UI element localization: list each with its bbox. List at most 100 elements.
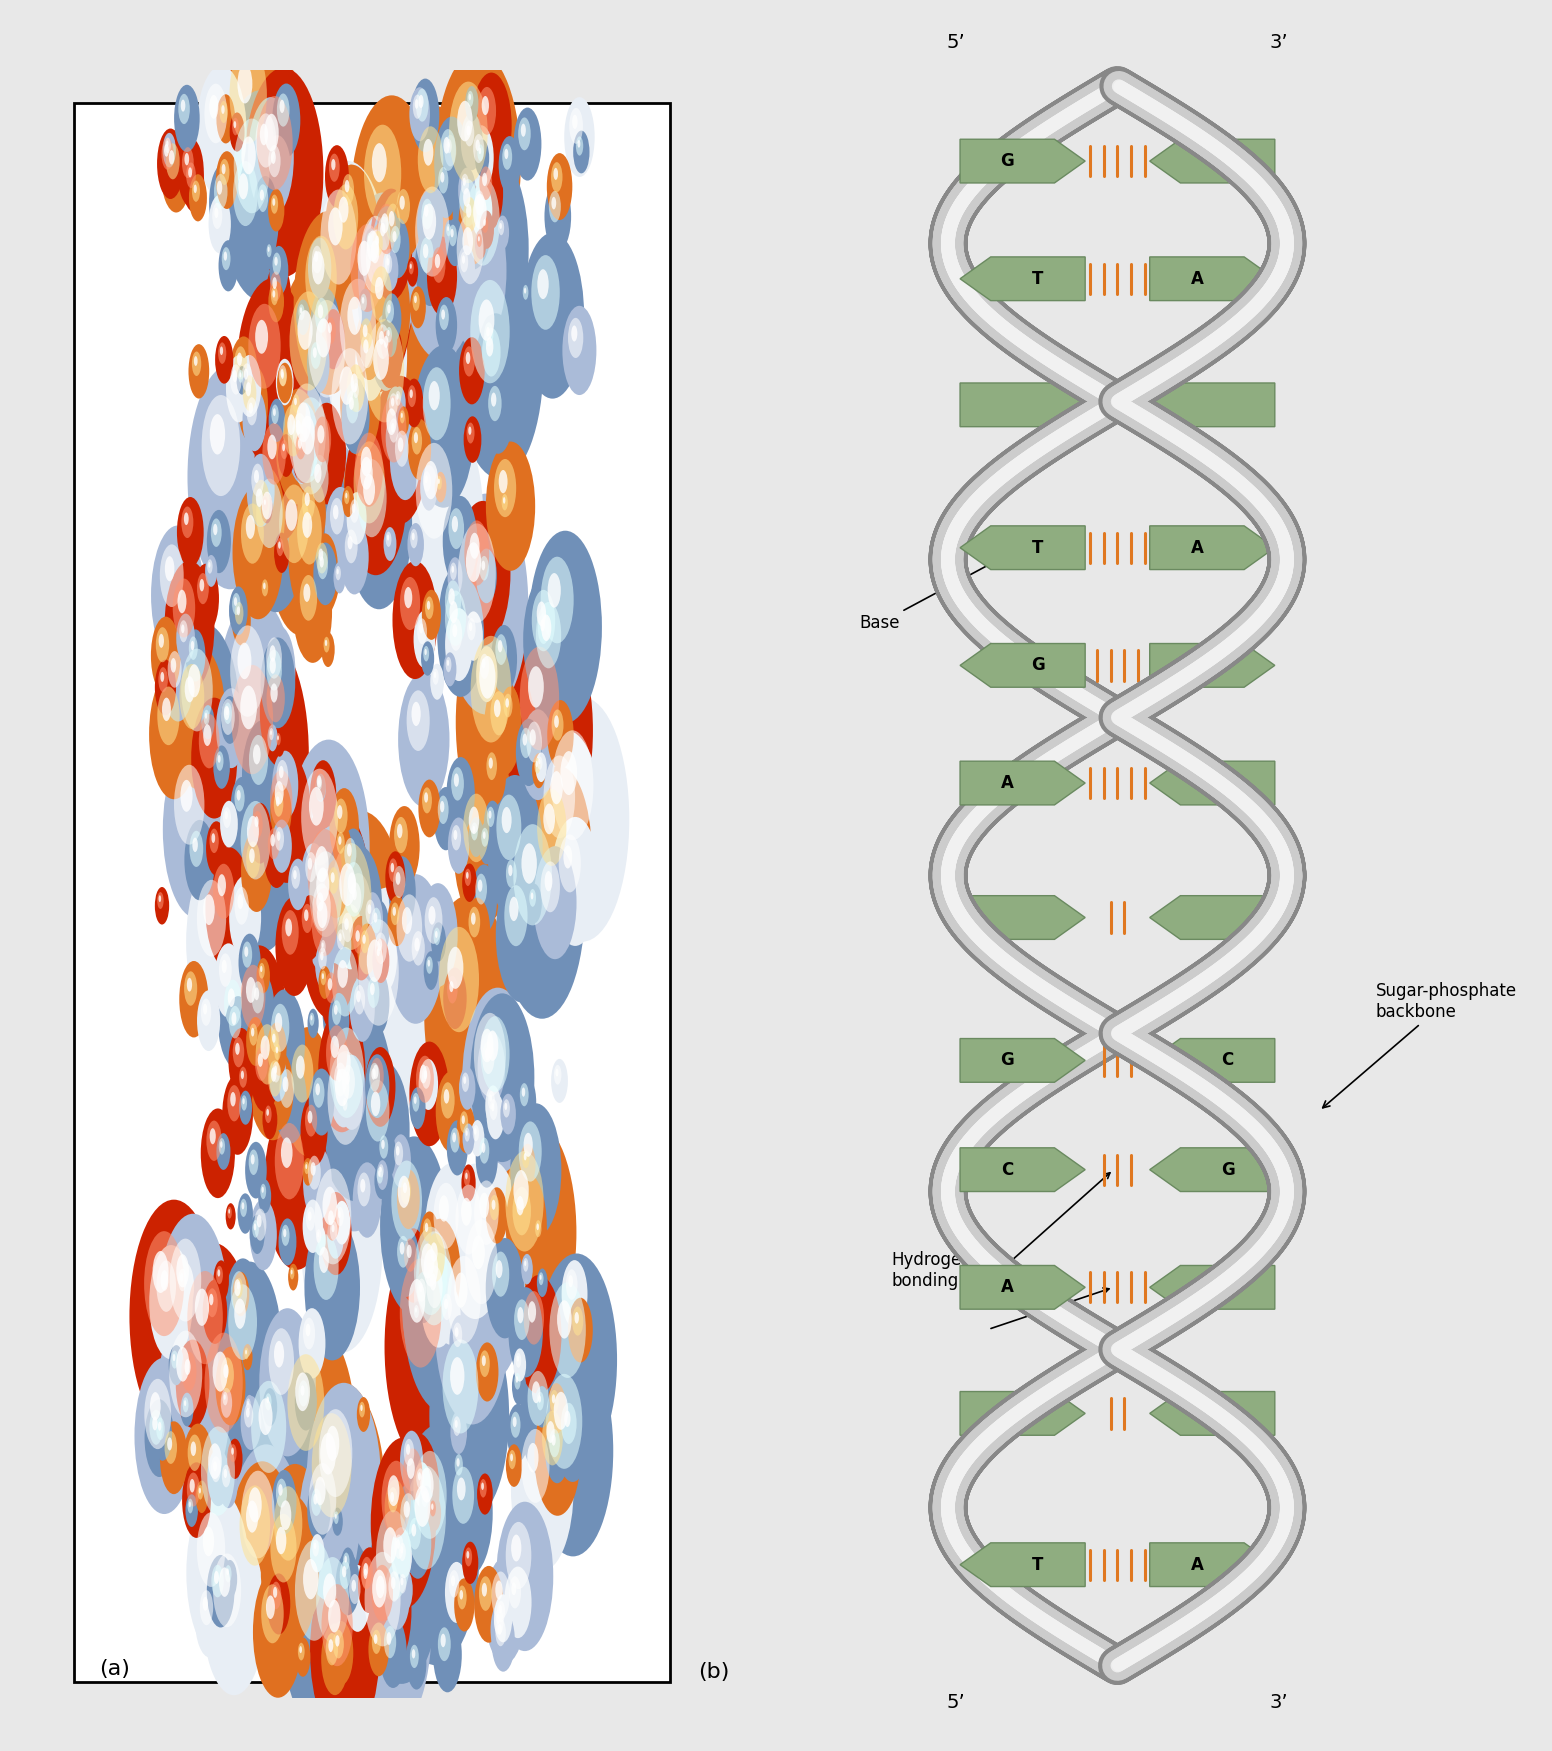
Circle shape [203,1280,227,1345]
Circle shape [255,469,259,483]
Circle shape [484,1557,526,1663]
Circle shape [225,707,228,714]
Circle shape [467,126,470,137]
Circle shape [247,972,275,1044]
Circle shape [512,1187,531,1234]
Circle shape [267,725,278,751]
Circle shape [281,1138,293,1168]
Circle shape [449,224,456,247]
Circle shape [272,1038,286,1075]
Circle shape [506,616,593,846]
Circle shape [435,932,438,939]
Circle shape [258,1178,272,1213]
Text: 3’: 3’ [1270,1693,1288,1712]
Circle shape [521,124,526,137]
Circle shape [256,489,262,508]
Circle shape [407,1445,410,1455]
Circle shape [213,1460,217,1471]
Circle shape [213,1261,230,1301]
Circle shape [352,504,355,513]
Circle shape [349,975,374,1042]
Circle shape [230,46,267,144]
Circle shape [160,672,165,681]
Circle shape [341,1565,346,1578]
Circle shape [276,760,289,791]
Circle shape [303,1319,315,1350]
Circle shape [475,140,489,177]
Circle shape [461,1198,472,1226]
Circle shape [414,226,445,306]
Circle shape [452,517,458,532]
Circle shape [475,874,487,905]
Circle shape [467,91,473,107]
Circle shape [227,355,251,422]
Circle shape [272,1003,289,1052]
Circle shape [270,683,278,702]
Circle shape [521,844,537,884]
Circle shape [399,1543,407,1562]
Circle shape [563,846,573,868]
Circle shape [345,1565,371,1632]
Circle shape [324,1203,340,1241]
Circle shape [391,1578,396,1590]
Circle shape [372,338,390,380]
Circle shape [571,326,577,341]
Circle shape [466,86,478,121]
Circle shape [532,1345,613,1557]
Circle shape [203,1003,208,1014]
Circle shape [549,1429,560,1457]
Circle shape [476,1129,498,1187]
Circle shape [213,746,230,788]
Circle shape [369,1058,383,1094]
Circle shape [456,604,546,840]
Circle shape [514,1348,526,1382]
Circle shape [565,96,594,177]
Circle shape [182,147,194,179]
Circle shape [351,289,438,518]
Circle shape [318,967,331,998]
Circle shape [436,1072,467,1152]
Circle shape [192,837,197,853]
Circle shape [346,364,365,411]
Circle shape [335,1635,340,1646]
Circle shape [331,159,335,170]
Circle shape [245,515,255,539]
Circle shape [200,1590,213,1625]
Circle shape [270,730,272,735]
Circle shape [180,779,192,812]
Circle shape [169,1331,202,1417]
Circle shape [535,602,562,669]
Circle shape [206,559,213,574]
Circle shape [295,1637,310,1677]
Circle shape [268,399,286,441]
Circle shape [251,480,270,525]
Circle shape [334,1511,338,1523]
Circle shape [272,1061,281,1082]
Circle shape [267,674,286,723]
Circle shape [450,618,462,651]
Circle shape [275,1341,284,1368]
Circle shape [321,1585,352,1667]
Circle shape [262,492,272,520]
Circle shape [211,1457,220,1481]
Circle shape [276,832,281,840]
Circle shape [394,1142,404,1166]
Circle shape [287,739,369,954]
Circle shape [400,576,421,630]
Circle shape [427,1495,441,1530]
Circle shape [466,1161,520,1304]
Circle shape [452,1448,470,1495]
Circle shape [379,1164,383,1178]
Circle shape [464,611,483,660]
Circle shape [456,1478,466,1501]
Circle shape [489,811,492,819]
Circle shape [188,1271,223,1364]
Circle shape [399,1574,407,1593]
Circle shape [478,144,484,161]
Circle shape [346,390,359,424]
Circle shape [551,1434,556,1446]
Circle shape [376,1128,396,1180]
Circle shape [573,1306,584,1336]
Circle shape [400,1494,416,1536]
FancyArrow shape [961,383,1085,427]
